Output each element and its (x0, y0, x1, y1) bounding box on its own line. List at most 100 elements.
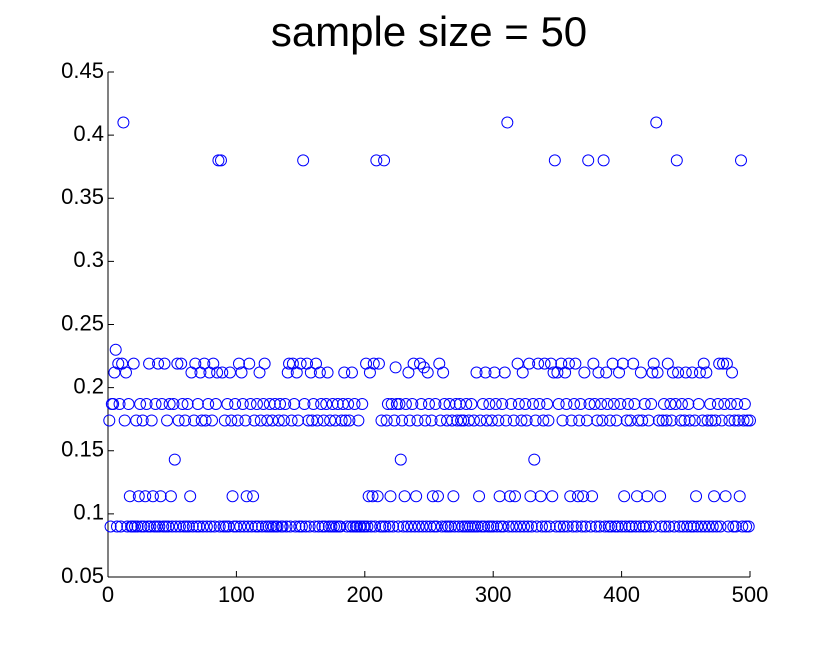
point (365, 520, 378, 533)
point (661, 357, 674, 370)
point (230, 520, 243, 533)
point (547, 366, 560, 379)
point (489, 398, 502, 411)
y-tick-label: 0.45 (61, 58, 104, 83)
point (173, 520, 186, 533)
point (325, 520, 338, 533)
point (502, 520, 515, 533)
point (208, 520, 221, 533)
point (683, 414, 696, 427)
point (652, 414, 665, 427)
point (650, 116, 663, 129)
point (516, 366, 529, 379)
point (566, 520, 579, 533)
point (229, 398, 242, 411)
point (202, 398, 215, 411)
point (189, 357, 202, 370)
point (166, 520, 179, 533)
point (699, 520, 712, 533)
point (520, 414, 533, 427)
point (543, 520, 556, 533)
point (144, 520, 157, 533)
point (177, 520, 190, 533)
point (629, 520, 642, 533)
point (321, 366, 334, 379)
point (670, 154, 683, 167)
point (145, 414, 158, 427)
point (250, 398, 263, 411)
point (267, 520, 280, 533)
point (505, 398, 518, 411)
point (510, 520, 523, 533)
point (114, 520, 127, 533)
point (641, 490, 654, 503)
point (221, 398, 234, 411)
point (396, 414, 409, 427)
point (240, 490, 253, 503)
point (329, 414, 342, 427)
point (578, 366, 591, 379)
point (484, 520, 497, 533)
point (525, 520, 538, 533)
point (158, 357, 171, 370)
point (361, 520, 374, 533)
point (601, 398, 614, 411)
point (659, 520, 672, 533)
point (175, 357, 188, 370)
point (479, 366, 492, 379)
point (370, 154, 383, 167)
point (535, 520, 548, 533)
point (181, 398, 194, 411)
point (295, 520, 308, 533)
point (299, 520, 312, 533)
point (681, 520, 694, 533)
point (179, 414, 192, 427)
point (342, 398, 355, 411)
point (380, 414, 393, 427)
point (542, 414, 555, 427)
point (236, 398, 249, 411)
point (485, 414, 498, 427)
point (726, 366, 739, 379)
point (163, 398, 176, 411)
point (340, 520, 353, 533)
point (541, 398, 554, 411)
point (657, 398, 670, 411)
point (691, 520, 704, 533)
point (263, 398, 276, 411)
point (705, 414, 718, 427)
point (458, 520, 471, 533)
point (170, 520, 183, 533)
point (136, 414, 149, 427)
point (697, 357, 710, 370)
point (294, 357, 307, 370)
point (272, 414, 285, 427)
point (369, 520, 382, 533)
point (467, 414, 480, 427)
point (625, 520, 638, 533)
point (123, 490, 136, 503)
point (561, 520, 574, 533)
point (354, 520, 367, 533)
point (615, 520, 628, 533)
point (533, 398, 546, 411)
point (546, 490, 559, 503)
point (383, 520, 396, 533)
point (475, 520, 488, 533)
point (638, 398, 651, 411)
point (348, 398, 361, 411)
point (723, 414, 736, 427)
point (507, 414, 520, 427)
point (371, 490, 384, 503)
point (375, 414, 388, 427)
point (449, 398, 462, 411)
point (222, 520, 235, 533)
point (430, 520, 443, 533)
y-tick-label: 0.1 (73, 500, 104, 525)
point (719, 490, 732, 503)
point (460, 398, 473, 411)
point (283, 357, 296, 370)
point (231, 414, 244, 427)
point (293, 520, 306, 533)
